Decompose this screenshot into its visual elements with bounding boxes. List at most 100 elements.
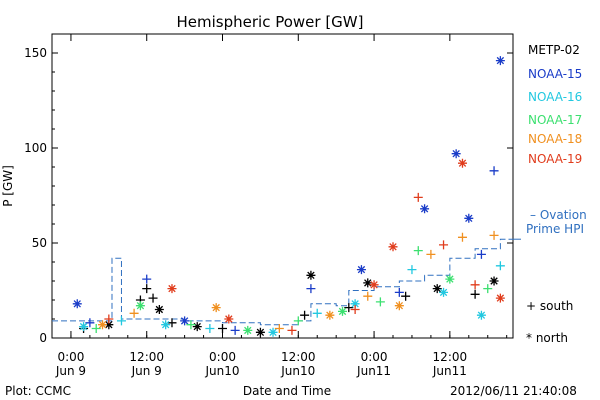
point-metp-02: [154, 305, 164, 314]
point-noaa-17: [135, 301, 145, 311]
x-tick-label: 0:00: [57, 350, 84, 364]
point-noaa-18: [457, 232, 467, 242]
legend-item-noaa-15: NOAA-15: [528, 67, 582, 81]
point-noaa-18: [211, 303, 221, 313]
point-noaa-16: [205, 324, 215, 333]
x-axis-label: Date and Time: [243, 384, 331, 398]
point-noaa-18: [489, 230, 499, 240]
point-noaa-15: [356, 265, 366, 275]
point-noaa-15: [306, 284, 316, 294]
point-noaa-17: [337, 306, 347, 316]
point-noaa-18: [363, 291, 373, 301]
point-noaa-18: [394, 301, 404, 311]
point-noaa-17: [293, 316, 303, 326]
point-noaa-16: [161, 320, 171, 330]
point-metp-02: [344, 303, 354, 313]
legend-item-noaa-19: NOAA-19: [528, 152, 582, 166]
point-noaa-18: [426, 249, 436, 259]
y-axis-label: P [GW]: [1, 165, 15, 207]
point-noaa-16: [407, 265, 417, 275]
point-noaa-15: [180, 316, 190, 326]
point-noaa-17: [243, 325, 253, 335]
point-noaa-15: [476, 249, 486, 259]
data-points: [72, 56, 505, 337]
point-noaa-19: [167, 284, 177, 294]
point-noaa-16: [268, 327, 278, 337]
ovation-hpi-line: [52, 238, 521, 326]
point-metp-02: [255, 327, 265, 337]
point-noaa-17: [375, 297, 385, 307]
legend: METP-02 NOAA-15 NOAA-16 NOAA-17 NOAA-18 …: [526, 43, 587, 345]
x-tick-label: 0:00: [209, 350, 236, 364]
point-metp-02: [401, 291, 411, 301]
y-tick-label: 0: [39, 331, 47, 345]
legend-item-noaa-18: NOAA-18: [528, 132, 582, 146]
point-metp-02: [142, 284, 152, 294]
y-axis: 0 50 100 150: [24, 46, 513, 345]
point-noaa-15: [451, 149, 461, 159]
legend-south: + south: [526, 299, 573, 313]
x-tick-date-label: Jun 9: [55, 364, 86, 378]
point-noaa-16: [439, 287, 449, 297]
point-noaa-15: [230, 325, 240, 335]
point-metp-02: [300, 310, 310, 320]
point-noaa-15: [142, 274, 152, 284]
legend-north: * north: [526, 331, 568, 345]
point-noaa-19: [369, 280, 379, 290]
point-noaa-19: [388, 242, 398, 252]
point-noaa-15: [495, 56, 505, 66]
plot-timestamp: 2012/06/11 21:40:08: [450, 384, 577, 398]
x-tick-label: 12:00: [129, 350, 164, 364]
legend-ovation-line1: – Ovation: [530, 208, 587, 222]
point-noaa-16: [350, 299, 360, 309]
point-metp-02: [432, 284, 442, 294]
plot-credit: Plot: CCMC: [5, 384, 71, 398]
point-metp-02: [104, 320, 114, 330]
point-metp-02: [218, 324, 228, 333]
point-metp-02: [192, 322, 202, 332]
point-noaa-19: [350, 305, 360, 314]
point-noaa-19: [224, 314, 234, 324]
point-metp-02: [167, 318, 177, 328]
point-noaa-19: [495, 293, 505, 303]
chart-title: Hemispheric Power [GW]: [177, 13, 364, 31]
point-noaa-15: [489, 166, 499, 176]
point-noaa-16: [476, 310, 486, 320]
legend-item-noaa-17: NOAA-17: [528, 113, 582, 127]
x-tick-date-label: Jun11: [356, 364, 391, 378]
point-noaa-18: [325, 310, 335, 320]
point-metp-02: [363, 278, 373, 288]
point-noaa-16: [312, 308, 322, 318]
y-tick-label: 150: [24, 46, 47, 60]
point-noaa-19: [104, 314, 114, 324]
point-noaa-17: [186, 320, 196, 330]
point-noaa-16: [79, 322, 89, 332]
point-noaa-16: [495, 261, 505, 271]
point-noaa-17: [91, 324, 101, 333]
point-noaa-18: [274, 324, 284, 333]
y-tick-label: 50: [32, 236, 47, 250]
x-tick-label: 12:00: [281, 350, 316, 364]
ovation-hpi-step-line: [52, 238, 513, 326]
x-tick-label: 0:00: [361, 350, 388, 364]
point-noaa-15: [464, 213, 474, 223]
x-tick-label: 12:00: [433, 350, 468, 364]
x-tick-date-label: Jun 9: [131, 364, 162, 378]
point-noaa-19: [439, 240, 449, 250]
point-noaa-16: [116, 316, 126, 326]
point-metp-02: [489, 276, 499, 286]
legend-ovation-line2: Prime HPI: [526, 222, 584, 236]
point-noaa-17: [413, 246, 423, 256]
point-noaa-17: [445, 274, 455, 284]
point-noaa-19: [470, 280, 480, 290]
x-tick-date-label: Jun10: [204, 364, 239, 378]
point-metp-02: [306, 270, 316, 280]
point-noaa-19: [413, 192, 423, 202]
point-noaa-15: [85, 318, 95, 328]
legend-item-metp-02: METP-02: [528, 43, 580, 57]
point-metp-02: [148, 293, 158, 303]
point-noaa-15: [394, 287, 404, 297]
point-noaa-19: [457, 158, 467, 168]
